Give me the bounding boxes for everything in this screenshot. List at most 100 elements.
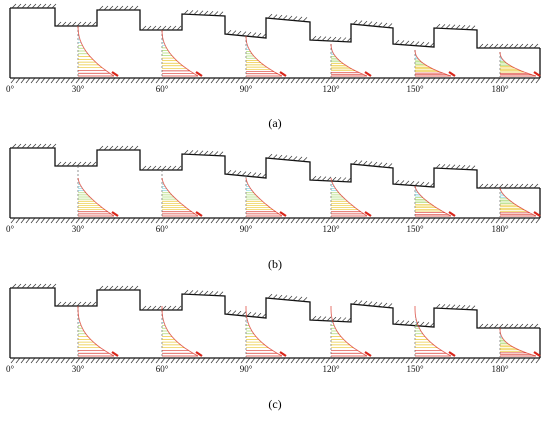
- angle-label: 60°: [156, 224, 169, 234]
- floor-hatch: [256, 78, 260, 83]
- wall-hatch: [257, 313, 261, 317]
- floor-hatch: [331, 78, 335, 83]
- floor-hatch: [56, 218, 60, 223]
- channel-top-wall: [10, 8, 540, 48]
- floor-hatch: [471, 78, 475, 83]
- floor-hatch: [391, 78, 395, 83]
- floor-hatch: [391, 358, 395, 363]
- floor-hatch: [376, 218, 380, 223]
- wall-hatch: [268, 294, 272, 298]
- floor-hatch: [176, 218, 180, 223]
- floor-hatch: [146, 218, 150, 223]
- wall-hatch: [456, 25, 460, 29]
- floor-hatch: [291, 78, 295, 83]
- wall-hatch: [242, 172, 246, 176]
- wall-hatch: [194, 151, 198, 155]
- floor-hatch: [141, 78, 145, 83]
- wall-hatch: [214, 151, 218, 155]
- floor-hatch: [441, 78, 445, 83]
- wall-hatch: [461, 305, 465, 309]
- floor-hatch: [346, 78, 350, 83]
- wall-hatch: [342, 38, 346, 42]
- wall-hatch: [405, 41, 409, 45]
- floor-hatch: [81, 218, 85, 223]
- angle-label: 150°: [406, 364, 424, 374]
- wall-hatch: [358, 161, 362, 165]
- floor-hatch: [306, 358, 310, 363]
- floor-hatch: [91, 358, 95, 363]
- floor-hatch: [286, 78, 290, 83]
- panel-label: (a): [268, 116, 281, 130]
- floor-hatch: [126, 78, 130, 83]
- floor-hatch: [66, 358, 70, 363]
- floor-hatch: [501, 218, 505, 223]
- wall-hatch: [353, 160, 357, 164]
- floor-hatch: [246, 358, 250, 363]
- wall-hatch: [322, 177, 326, 181]
- floor-hatch: [116, 358, 120, 363]
- floor-hatch: [516, 78, 520, 83]
- wall-hatch: [288, 156, 292, 160]
- velocity-envelope: [331, 306, 367, 356]
- floor-hatch: [376, 358, 380, 363]
- wall-hatch: [425, 42, 429, 46]
- floor-hatch: [281, 218, 285, 223]
- wall-hatch: [337, 177, 341, 181]
- wall-hatch: [373, 302, 377, 306]
- velocity-envelope: [246, 306, 282, 356]
- floor-hatch: [16, 358, 20, 363]
- wall-hatch: [209, 151, 213, 155]
- floor-hatch: [371, 358, 375, 363]
- floor-hatch: [86, 358, 90, 363]
- floor-hatch: [11, 78, 15, 83]
- floor-hatch: [121, 218, 125, 223]
- wall-hatch: [383, 303, 387, 307]
- angle-label: 120°: [322, 224, 340, 234]
- floor-hatch: [76, 358, 80, 363]
- panel-a: 0° 30° 60° 90° 120° 150° 180°(a): [6, 4, 540, 130]
- wall-hatch: [268, 14, 272, 18]
- floor-hatch: [266, 218, 270, 223]
- floor-hatch: [241, 218, 245, 223]
- floor-hatch: [191, 218, 195, 223]
- wall-hatch: [353, 20, 357, 24]
- floor-hatch: [366, 218, 370, 223]
- angle-label: 30°: [72, 84, 85, 94]
- floor-hatch: [21, 218, 25, 223]
- floor-hatch: [101, 218, 105, 223]
- floor-hatch: [211, 78, 215, 83]
- wall-hatch: [400, 181, 404, 185]
- floor-hatch: [386, 358, 390, 363]
- floor-hatch: [341, 218, 345, 223]
- floor-hatch: [501, 78, 505, 83]
- wall-hatch: [209, 291, 213, 295]
- floor-hatch: [106, 78, 110, 83]
- floor-hatch: [506, 78, 510, 83]
- floor-hatch: [16, 78, 20, 83]
- wall-hatch: [451, 25, 455, 29]
- floor-hatch: [31, 358, 35, 363]
- floor-hatch: [436, 78, 440, 83]
- floor-hatch: [116, 218, 120, 223]
- floor-hatch: [441, 218, 445, 223]
- floor-hatch: [386, 78, 390, 83]
- floor-hatch: [201, 358, 205, 363]
- floor-hatch: [46, 78, 50, 83]
- wall-hatch: [252, 313, 256, 317]
- floor-hatch: [21, 358, 25, 363]
- floor-hatch: [41, 218, 45, 223]
- floor-hatch: [221, 78, 225, 83]
- floor-hatch: [416, 218, 420, 223]
- floor-hatch: [456, 78, 460, 83]
- floor-hatch: [301, 78, 305, 83]
- angle-label: 90°: [240, 224, 253, 234]
- floor-hatch: [431, 78, 435, 83]
- wall-hatch: [288, 16, 292, 20]
- wall-hatch: [466, 305, 470, 309]
- floor-hatch: [66, 218, 70, 223]
- floor-hatch: [206, 218, 210, 223]
- wall-hatch: [199, 151, 203, 155]
- floor-hatch: [241, 78, 245, 83]
- floor-hatch: [146, 78, 150, 83]
